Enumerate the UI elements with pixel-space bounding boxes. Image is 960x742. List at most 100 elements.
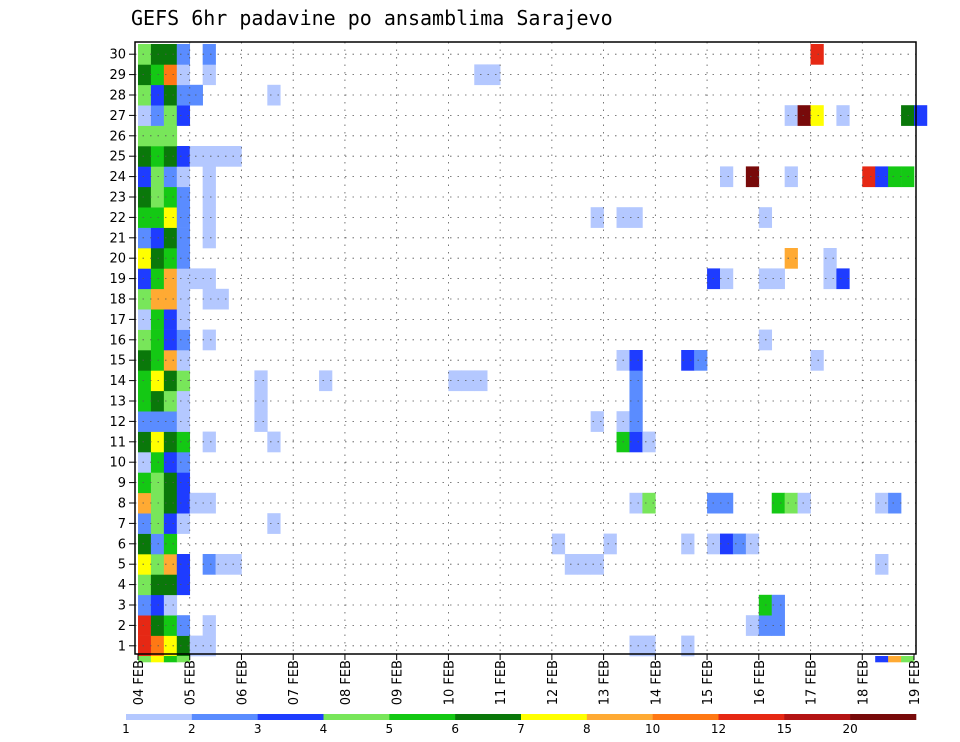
heatmap-cell [745,533,760,555]
heatmap-cell [176,186,191,208]
x-tick-label: 07 FEB [287,660,302,705]
heatmap-cell [176,84,191,106]
heatmap-cell [176,105,191,126]
colorbar-label: 4 [320,722,328,736]
heatmap-cell [138,513,152,534]
heatmap-cell [138,125,152,147]
heatmap-cell [254,390,268,412]
colorbar-label: 12 [711,722,726,736]
heatmap-cell [176,452,191,473]
colorbar-label: 1 [122,722,130,736]
heatmap-cell [163,288,178,310]
x-tick-label: 14 FEB [649,660,664,705]
x-tick-label: 12 FEB [546,660,561,705]
colorbar-label: 5 [386,722,394,736]
heatmap-cell [577,554,591,575]
y-tick-label: 27 [109,109,126,124]
heatmap-cell [163,554,178,575]
heatmap-cell [202,288,216,310]
colorbar-swatch [191,714,258,720]
y-tick-label: 29 [109,68,126,83]
heatmap-cell [784,492,798,514]
y-tick-label: 28 [109,89,126,104]
heatmap-cell [202,146,216,167]
colorbar-label: 3 [254,722,262,736]
heatmap-cell [176,207,191,228]
colorbar-swatch [850,714,917,720]
y-tick-label: 18 [109,293,126,308]
heatmap-cell [163,64,178,86]
y-tick-label: 19 [109,272,126,287]
heatmap-cell [603,533,617,555]
colorbar-label: 6 [451,722,459,736]
y-tick-label: 25 [109,150,126,165]
y-tick-label: 11 [109,435,126,450]
heatmap-cell [138,288,152,310]
colorbar-swatch [784,714,851,720]
heatmap-cell [694,350,708,371]
heatmap-cell [720,268,734,290]
heatmap-cell [176,227,191,249]
heatmap-cell [629,350,643,371]
heatmap-cell [138,44,152,65]
heatmap-cell [138,84,152,106]
heatmap-cell [138,268,152,290]
y-axis: 1234567891011121314151617181920212223242… [109,48,135,654]
heatmap-cell [823,248,837,269]
heatmap-cell [163,268,178,290]
heatmap-cell [448,370,462,392]
heatmap-cell [228,146,242,167]
x-tick-label: 11 FEB [494,660,509,705]
heatmap-cell [254,370,268,392]
heatmap-cell [138,329,152,351]
heatmap-cell [215,288,229,310]
heatmap-cell [138,227,152,249]
y-tick-label: 12 [109,415,126,430]
heatmap-cell [163,309,178,330]
heatmap-cell [163,84,178,106]
colorbar-swatch [455,714,522,720]
heatmap-cell [138,492,152,514]
colorbar-label: 2 [188,722,196,736]
heatmap-cell [176,370,191,392]
heatmap-cell [176,350,191,371]
heatmap-cell [720,533,734,555]
heatmap-cell [163,513,178,534]
heatmap-cell [267,431,281,453]
heatmap-cell [888,656,902,663]
heatmap-cell [875,492,889,514]
heatmap-cell [888,166,902,188]
heatmap-cell [862,166,876,188]
heatmap-cell [202,615,216,636]
heatmap-cell [176,309,191,330]
heatmap-cell [823,268,837,290]
y-tick-label: 8 [118,497,126,512]
heatmap-cell [163,105,178,126]
x-tick-label: 16 FEB [753,660,768,705]
heatmap-cell [176,411,191,432]
heatmap-cell [590,554,604,575]
colorbar-swatch [126,714,193,720]
heatmap-cell [797,105,811,126]
y-tick-label: 9 [118,476,126,491]
colorbar-swatch [323,714,390,720]
heatmap-cell [784,105,798,126]
heatmap-cell [720,492,734,514]
colorbar-swatch [586,714,653,720]
heatmap-cell [163,615,178,636]
heatmap-cell [202,431,216,453]
x-tick-label: 19 FEB [908,660,923,705]
heatmap-cell [836,105,850,126]
heatmap-cell [176,166,191,188]
heatmap-cell [138,533,152,555]
y-tick-label: 4 [118,578,126,593]
y-tick-label: 10 [109,456,126,471]
heatmap-cell [629,635,643,657]
heatmap-cell [176,492,191,514]
heatmap-cell [163,370,178,392]
colorbar-swatch [257,714,324,720]
heatmap-cell [176,635,191,657]
heatmap-cell [176,268,191,290]
heatmap-cell [163,533,178,555]
heatmap-cell [202,268,216,290]
